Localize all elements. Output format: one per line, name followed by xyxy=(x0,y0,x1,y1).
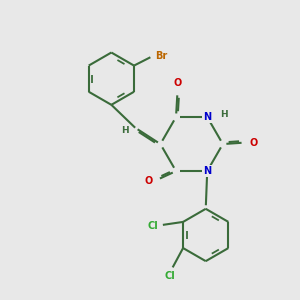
Text: Br: Br xyxy=(155,51,168,61)
Text: H: H xyxy=(122,126,129,135)
Text: O: O xyxy=(144,176,152,187)
Text: Cl: Cl xyxy=(164,271,175,281)
Text: O: O xyxy=(173,78,181,88)
Text: N: N xyxy=(203,166,211,176)
Text: N: N xyxy=(203,112,211,122)
Text: O: O xyxy=(249,138,258,148)
Text: Cl: Cl xyxy=(147,221,158,231)
Text: H: H xyxy=(220,110,227,118)
